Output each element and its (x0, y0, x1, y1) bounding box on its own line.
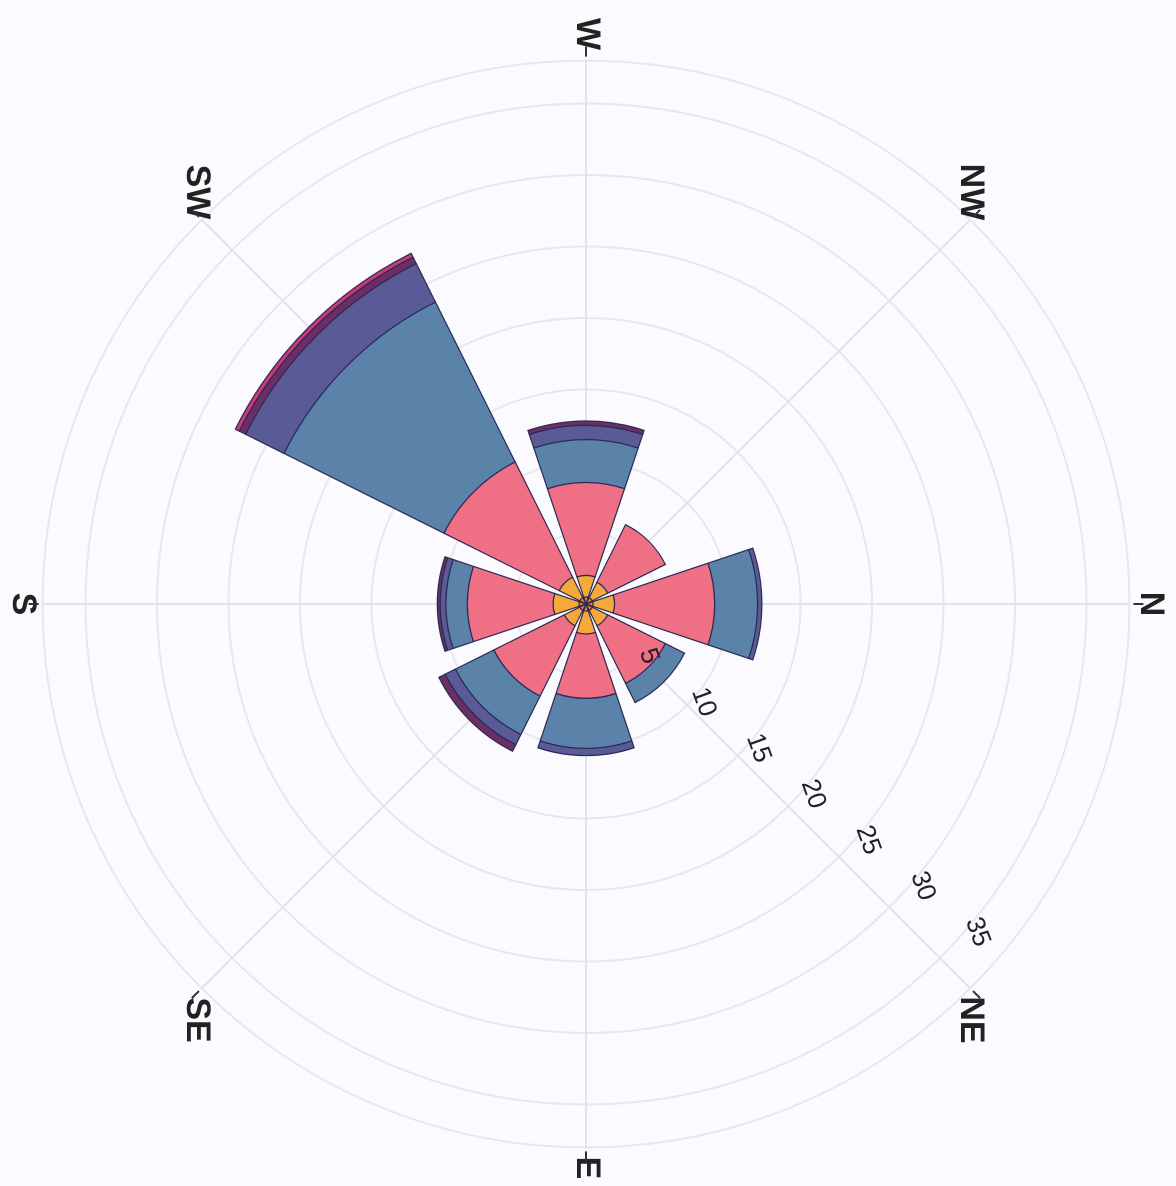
radial-tick-label: 25 (850, 821, 888, 858)
radial-tick-label: 20 (796, 775, 834, 812)
wind-sectors (234, 252, 763, 757)
sector-se-band-6 (438, 673, 517, 752)
sector-e-band-4 (539, 692, 633, 750)
sector-s-band-6 (436, 556, 449, 652)
radial-tick-label: 15 (741, 729, 779, 766)
sector-n-band-5 (747, 547, 763, 661)
sector-sw-band-7 (234, 252, 414, 432)
sector-w-band-4 (533, 438, 639, 490)
sector-ne-band-4 (624, 642, 686, 704)
direction-label-se: SE (179, 997, 217, 1042)
direction-label-s: S (5, 593, 43, 616)
direction-tick-se (191, 990, 200, 999)
radial-tick-label: 30 (905, 867, 943, 904)
grid-spoke-nw (585, 219, 971, 605)
direction-label-e: E (569, 1157, 607, 1180)
sector-n-band-4 (707, 548, 759, 660)
sector-e-band-5 (537, 740, 635, 757)
direction-label-ne: NE (953, 996, 991, 1043)
direction-label-sw: SW (179, 165, 217, 221)
direction-tick-nw (972, 209, 981, 218)
sector-nw-band-3 (596, 523, 667, 594)
direction-label-w: W (569, 18, 607, 51)
sector-w-band-6 (527, 420, 645, 436)
radial-tick-label: 10 (686, 683, 724, 720)
direction-label-nw: NW (953, 164, 991, 222)
radial-tick-label: 35 (960, 913, 998, 950)
direction-tick-ne (972, 990, 981, 999)
direction-tick-sw (191, 209, 200, 218)
